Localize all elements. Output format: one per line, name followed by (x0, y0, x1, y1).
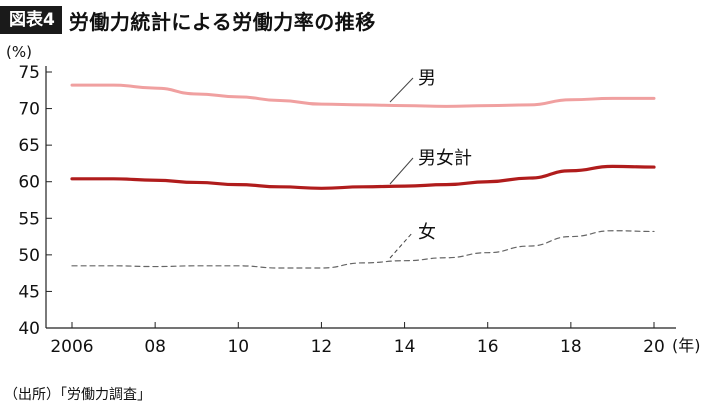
x-tick-label: 12 (311, 337, 333, 357)
y-axis-unit-label: (%) (6, 43, 32, 61)
series-line-2 (70, 164, 656, 190)
y-tick-label: 60 (18, 173, 40, 193)
x-tick-label: 10 (227, 337, 249, 357)
series-layer (70, 83, 656, 269)
series-line-1 (70, 83, 656, 108)
chart-axes: 40 45 50 55 60 65 70 75 2006 08 10 12 14 16 18 20 (18, 63, 676, 357)
series-label-leader-1 (389, 77, 414, 103)
series-label-1: 男 (418, 68, 436, 89)
x-tick-label: 2006 (50, 337, 93, 357)
y-tick-label: 55 (18, 209, 40, 229)
series-label-2: 男女計 (418, 148, 472, 169)
x-tick-label: 14 (394, 337, 416, 357)
figure-header: 図表4 労働力統計による労働力率の推移 (0, 6, 376, 34)
figure-number-badge: 図表4 (0, 6, 62, 34)
y-tick-label: 75 (18, 63, 40, 83)
chart-title: 労働力統計による労働力率の推移 (68, 9, 376, 34)
x-tick-label: 18 (560, 337, 582, 357)
series-label-leader-2 (389, 157, 414, 185)
y-tick-label: 50 (18, 246, 40, 266)
series-label-leader-3 (389, 231, 414, 259)
y-tick-label: 65 (18, 136, 40, 156)
x-axis-unit-label: (年) (672, 336, 701, 355)
x-tick-label: 08 (144, 337, 166, 357)
y-tick-label: 70 (18, 100, 40, 120)
series-label-3: 女 (418, 222, 436, 243)
y-tick-label: 40 (18, 319, 40, 339)
x-tick-label: 16 (477, 337, 499, 357)
source-note: （出所）「労働力調査」 (4, 387, 151, 403)
y-tick-label: 45 (18, 282, 40, 302)
series-line-3 (71, 230, 655, 269)
x-tick-label: 20 (643, 337, 665, 357)
